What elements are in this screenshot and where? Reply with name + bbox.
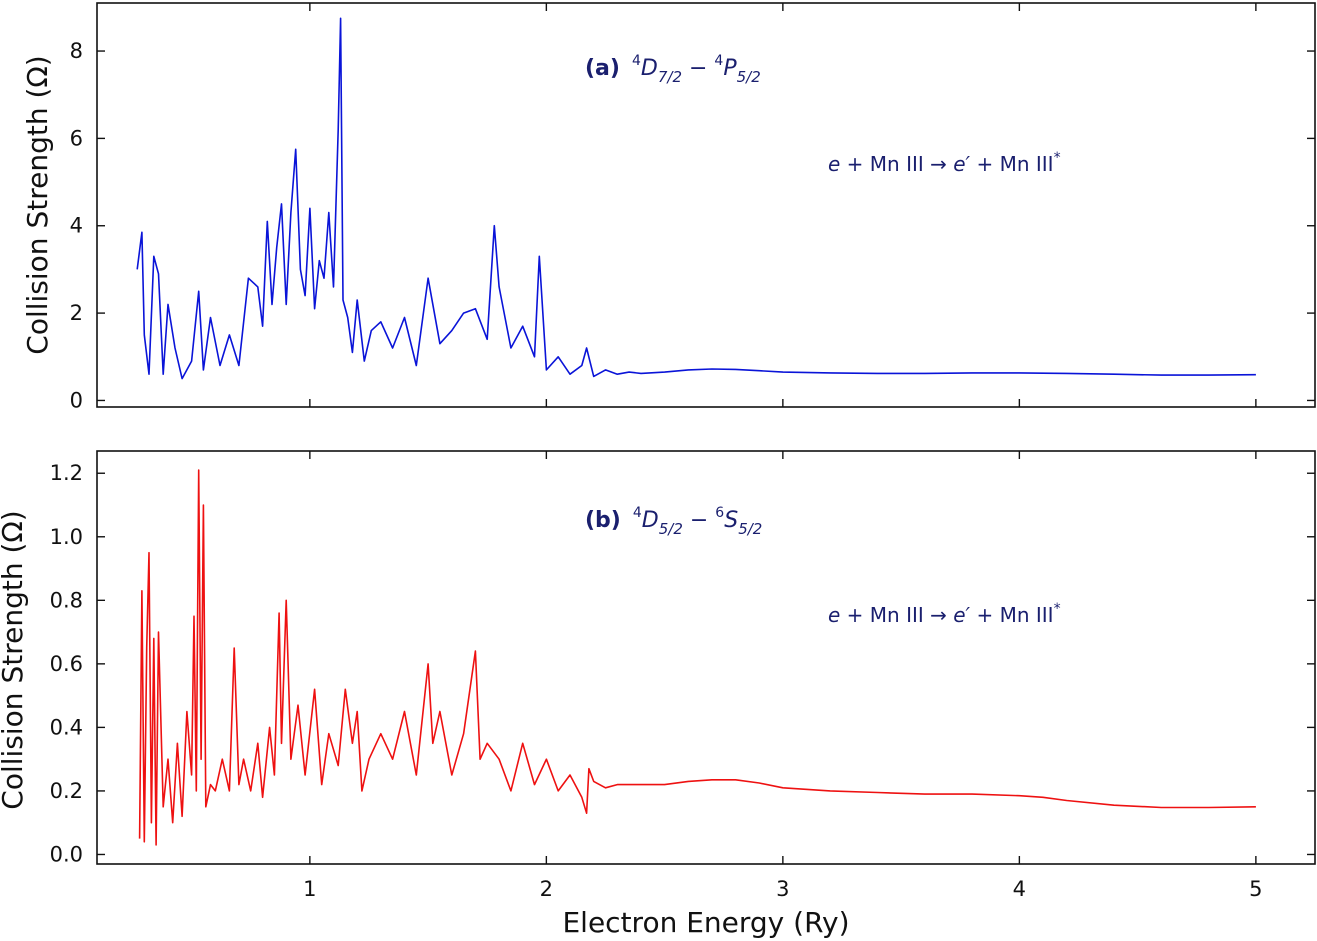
plot-frame-b xyxy=(96,450,1316,865)
panel-tag-a: (a) xyxy=(585,56,620,81)
y-tick-label-a-0: 0 xyxy=(70,388,83,412)
x-tick-label-4: 4 xyxy=(1013,877,1026,901)
y-tick-label-b-1: 0.2 xyxy=(50,779,83,803)
ticks-b: 1 2 3 4 5 0.0 0.2 0.4 0.6 0.8 1.0 1.2 xyxy=(50,451,1315,901)
y-tick-label-b-0: 0.0 xyxy=(50,842,83,866)
y-tick-label-a-2: 4 xyxy=(70,214,83,238)
y-tick-label-b-3: 0.6 xyxy=(50,652,83,676)
ylabel-b: Collision Strength (Ω) xyxy=(0,510,29,809)
ylabel-a: Collision Strength (Ω) xyxy=(21,55,54,354)
x-tick-label-3: 3 xyxy=(776,877,789,901)
y-tick-label-a-4: 8 xyxy=(70,39,83,63)
reaction-annotation-b: e + Mn III → e′ + Mn III* xyxy=(828,601,1061,627)
y-tick-label-b-5: 1.0 xyxy=(50,525,83,549)
plot-frame-a xyxy=(96,2,1316,408)
x-tick-label-5: 5 xyxy=(1249,877,1262,901)
y-tick-label-b-4: 0.8 xyxy=(50,588,83,612)
panel-a: 0 2 4 6 8 Collision Strength (Ω) (a) 4D7/2 − … xyxy=(21,2,1316,412)
panel-tag-b: (b) xyxy=(585,508,621,533)
y-tick-label-a-3: 6 xyxy=(70,126,83,150)
y-tick-label-a-1: 2 xyxy=(70,301,83,325)
series-line-a xyxy=(136,17,1256,380)
panel-title-a: (a) 4D7/2 − 4P5/2 xyxy=(585,53,761,86)
x-tick-label-2: 2 xyxy=(540,877,553,901)
x-tick-label-1: 1 xyxy=(303,877,316,901)
reaction-annotation-a: e + Mn III → e′ + Mn III* xyxy=(828,150,1061,176)
y-tick-label-b-6: 1.2 xyxy=(50,461,83,485)
panel-title-b: (b) 4D5/2 − 6S5/2 xyxy=(585,505,762,538)
ticks-a: 0 2 4 6 8 xyxy=(70,3,1315,412)
xlabel: Electron Energy (Ry) xyxy=(562,906,849,939)
y-tick-label-b-2: 0.4 xyxy=(50,715,83,739)
series-line-b xyxy=(138,469,1256,846)
panel-b: 1 2 3 4 5 0.0 0.2 0.4 0.6 0.8 1.0 1.2 Collision Str… xyxy=(0,450,1316,939)
